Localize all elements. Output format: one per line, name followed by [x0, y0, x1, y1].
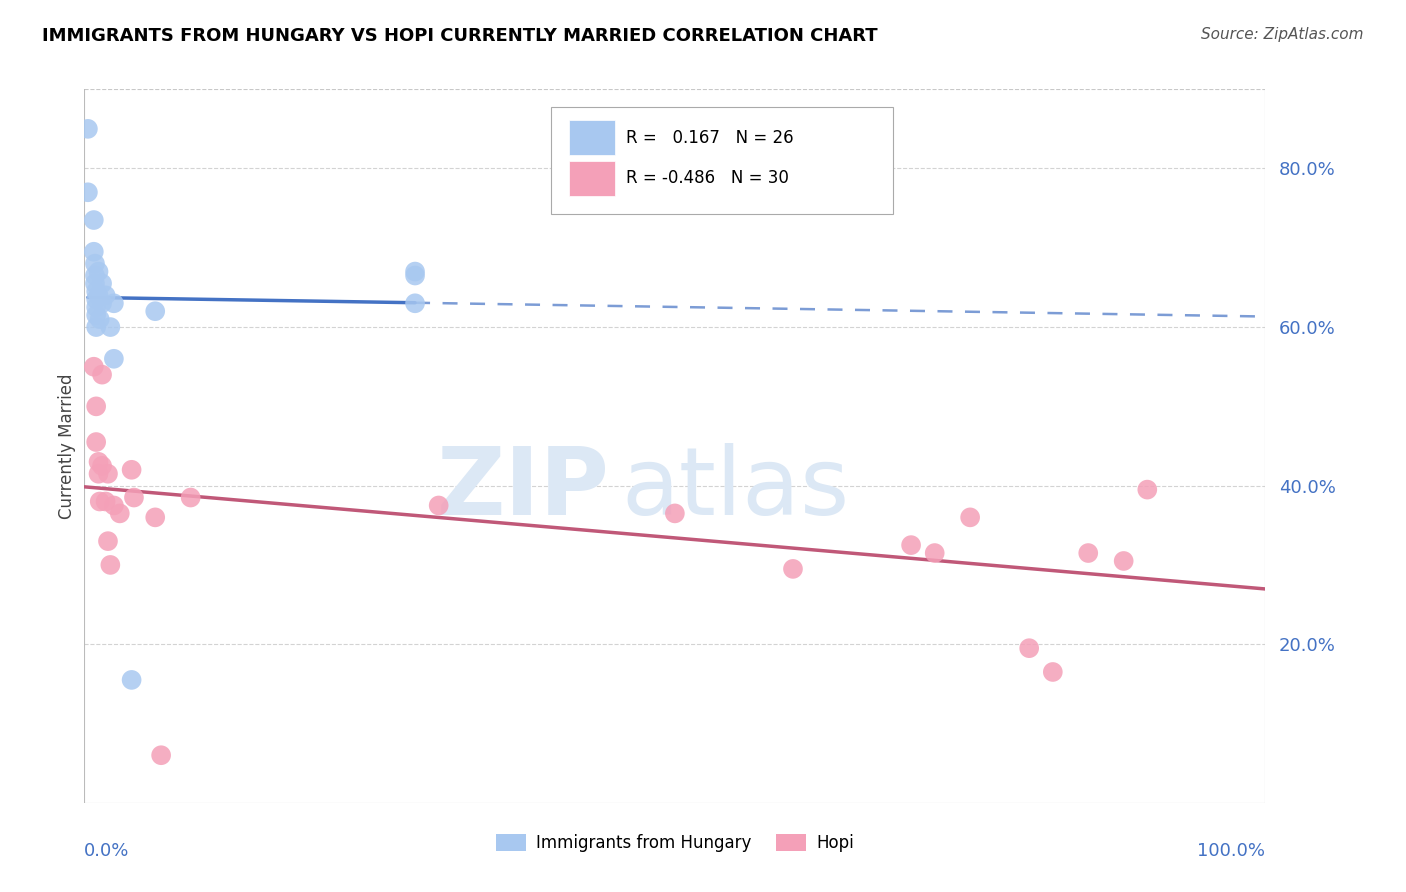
Point — [97, 534, 120, 549]
FancyBboxPatch shape — [568, 120, 614, 155]
Point — [84, 400, 107, 414]
Point — [427, 499, 450, 513]
Point — [664, 507, 686, 521]
Point — [121, 463, 143, 477]
Point — [84, 435, 107, 450]
Point — [89, 494, 111, 508]
Point — [97, 467, 120, 481]
Point — [103, 499, 125, 513]
Point — [91, 368, 114, 382]
Point — [143, 510, 166, 524]
Point — [91, 296, 114, 310]
Point — [1112, 554, 1135, 568]
Point — [94, 494, 117, 508]
Point — [91, 277, 114, 291]
Point — [150, 748, 173, 763]
Point — [98, 320, 121, 334]
Point — [404, 268, 426, 283]
Point — [1077, 546, 1099, 560]
Point — [404, 264, 426, 278]
Point — [84, 285, 107, 299]
Text: ZIP: ZIP — [437, 442, 610, 535]
Point — [1136, 483, 1159, 497]
Point — [84, 308, 107, 322]
Text: Source: ZipAtlas.com: Source: ZipAtlas.com — [1201, 27, 1364, 42]
Legend: Immigrants from Hungary, Hopi: Immigrants from Hungary, Hopi — [489, 827, 860, 859]
Text: atlas: atlas — [621, 442, 851, 535]
Text: R = -0.486   N = 30: R = -0.486 N = 30 — [627, 169, 789, 187]
FancyBboxPatch shape — [568, 161, 614, 196]
Text: 0.0%: 0.0% — [84, 842, 129, 860]
Point — [782, 562, 804, 576]
Point — [900, 538, 922, 552]
Point — [108, 507, 131, 521]
Point — [1042, 665, 1064, 679]
Point — [84, 277, 107, 291]
Point — [84, 257, 107, 271]
Point — [87, 467, 110, 481]
Point — [83, 213, 105, 227]
Y-axis label: Currently Married: Currently Married — [58, 373, 76, 519]
Point — [84, 320, 107, 334]
Point — [84, 293, 107, 307]
Text: 100.0%: 100.0% — [1198, 842, 1265, 860]
Point — [84, 268, 107, 283]
FancyBboxPatch shape — [551, 107, 893, 214]
Point — [103, 351, 125, 366]
Point — [83, 244, 105, 259]
Point — [91, 458, 114, 473]
Point — [180, 491, 202, 505]
Point — [98, 558, 121, 572]
Point — [89, 312, 111, 326]
Point — [1018, 641, 1040, 656]
Point — [404, 296, 426, 310]
Point — [87, 264, 110, 278]
Point — [924, 546, 946, 560]
Point — [84, 300, 107, 314]
Point — [77, 121, 100, 136]
Point — [143, 304, 166, 318]
Point — [122, 491, 145, 505]
Point — [87, 288, 110, 302]
Point — [121, 673, 143, 687]
Point — [959, 510, 981, 524]
Point — [94, 288, 117, 302]
Text: IMMIGRANTS FROM HUNGARY VS HOPI CURRENTLY MARRIED CORRELATION CHART: IMMIGRANTS FROM HUNGARY VS HOPI CURRENTL… — [42, 27, 877, 45]
Point — [83, 359, 105, 374]
Point — [103, 296, 125, 310]
Point — [77, 186, 100, 200]
Point — [87, 455, 110, 469]
Text: R =   0.167   N = 26: R = 0.167 N = 26 — [627, 128, 794, 146]
